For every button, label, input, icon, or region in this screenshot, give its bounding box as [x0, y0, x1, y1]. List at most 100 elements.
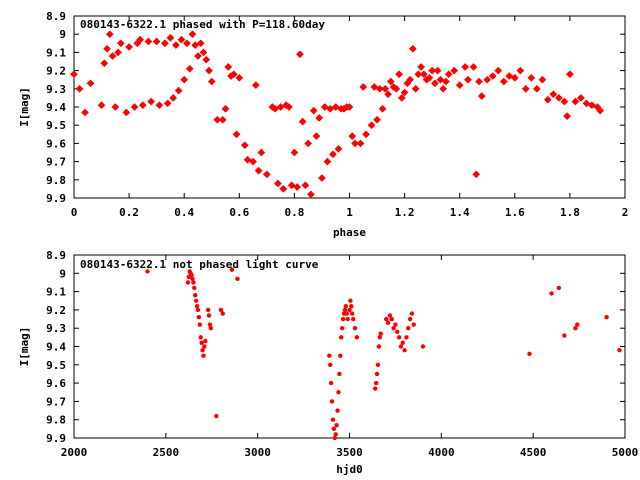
data-point [193, 298, 199, 303]
data-point [116, 39, 125, 48]
data-point [198, 335, 203, 340]
data-point [194, 52, 202, 60]
data-point [461, 63, 470, 71]
data-point [205, 307, 211, 313]
data-point [103, 44, 112, 53]
data-point [208, 326, 214, 331]
data-point [617, 347, 622, 353]
y-tick-label: 9.1 [46, 286, 66, 299]
data-point [336, 390, 341, 395]
data-point [521, 84, 530, 93]
x-axis-label: hjd0 [336, 463, 363, 476]
data-point [373, 386, 378, 391]
data-point [235, 73, 244, 82]
y-tick-label: 9.5 [46, 359, 66, 372]
data-point [197, 322, 203, 327]
data-point [185, 280, 191, 285]
y-tick-label: 9.3 [46, 83, 66, 96]
data-point [257, 148, 266, 157]
y-tick-label: 9.2 [46, 304, 66, 317]
data-point [70, 70, 78, 79]
data-point [309, 106, 318, 115]
data-point [527, 73, 536, 82]
x-tick-label: 4500 [520, 446, 547, 459]
data-point [455, 81, 464, 90]
data-point [218, 307, 224, 313]
data-point [439, 84, 448, 93]
data-point [160, 39, 169, 48]
x-tick-label: 2 [622, 206, 629, 219]
data-point [177, 35, 186, 44]
data-point [191, 41, 200, 50]
x-tick-label: 1.6 [505, 206, 525, 219]
data-point [279, 184, 288, 193]
y-tick-label: 9.9 [46, 432, 66, 445]
data-point [374, 371, 380, 377]
data-point [152, 37, 161, 46]
data-point [408, 44, 417, 53]
data-point [342, 307, 348, 313]
data-point [185, 64, 194, 73]
data-point [334, 144, 343, 153]
data-point [348, 298, 353, 303]
data-point [375, 362, 381, 367]
data-point [411, 84, 420, 93]
data-point [385, 320, 391, 325]
data-point [328, 380, 334, 386]
data-point [333, 432, 338, 437]
data-point [433, 66, 442, 75]
data-point [477, 92, 486, 101]
data-point [549, 90, 558, 99]
data-point [202, 55, 211, 64]
data-point [338, 353, 343, 358]
data-point [221, 104, 230, 113]
data-point [350, 311, 355, 316]
y-tick-label: 9.9 [46, 192, 66, 205]
data-point [340, 316, 346, 322]
data-point [398, 344, 404, 349]
data-point [330, 417, 336, 422]
data-point [359, 83, 368, 91]
data-point [287, 181, 296, 190]
y-tick-label: 9.6 [46, 377, 66, 390]
data-point [190, 276, 195, 281]
data-point [201, 353, 206, 358]
data-point [587, 101, 596, 110]
data-point [147, 97, 156, 106]
data-point [125, 42, 134, 51]
data-point [407, 316, 413, 322]
data-point [243, 155, 252, 164]
x-tick-label: 0.6 [229, 206, 249, 219]
data-point [224, 63, 233, 71]
data-point [376, 344, 382, 349]
data-point [575, 322, 580, 327]
data-point [373, 115, 382, 124]
data-point [381, 84, 390, 93]
data-point [171, 41, 180, 50]
data-point [320, 103, 329, 111]
data-point [207, 322, 213, 327]
data-point [411, 322, 416, 327]
data-point [339, 326, 345, 331]
data-point [328, 362, 333, 367]
data-point [406, 326, 411, 331]
data-point [196, 39, 205, 48]
y-tick-label: 9 [59, 267, 66, 280]
y-tick-label: 9.4 [46, 341, 66, 354]
data-point [469, 63, 478, 71]
data-point [144, 37, 153, 46]
data-point [494, 66, 503, 75]
data-point [444, 70, 453, 79]
data-point [323, 157, 332, 166]
x-axis-label: phase [333, 226, 366, 239]
data-point [192, 285, 197, 291]
x-tick-label: 2000 [61, 446, 88, 459]
data-point [510, 73, 519, 82]
data-point [389, 316, 394, 322]
data-point [343, 304, 349, 309]
data-point [488, 72, 497, 81]
data-point [339, 335, 344, 340]
data-point [430, 79, 439, 88]
data-point [174, 86, 183, 95]
x-tick-label: 4000 [428, 446, 455, 459]
